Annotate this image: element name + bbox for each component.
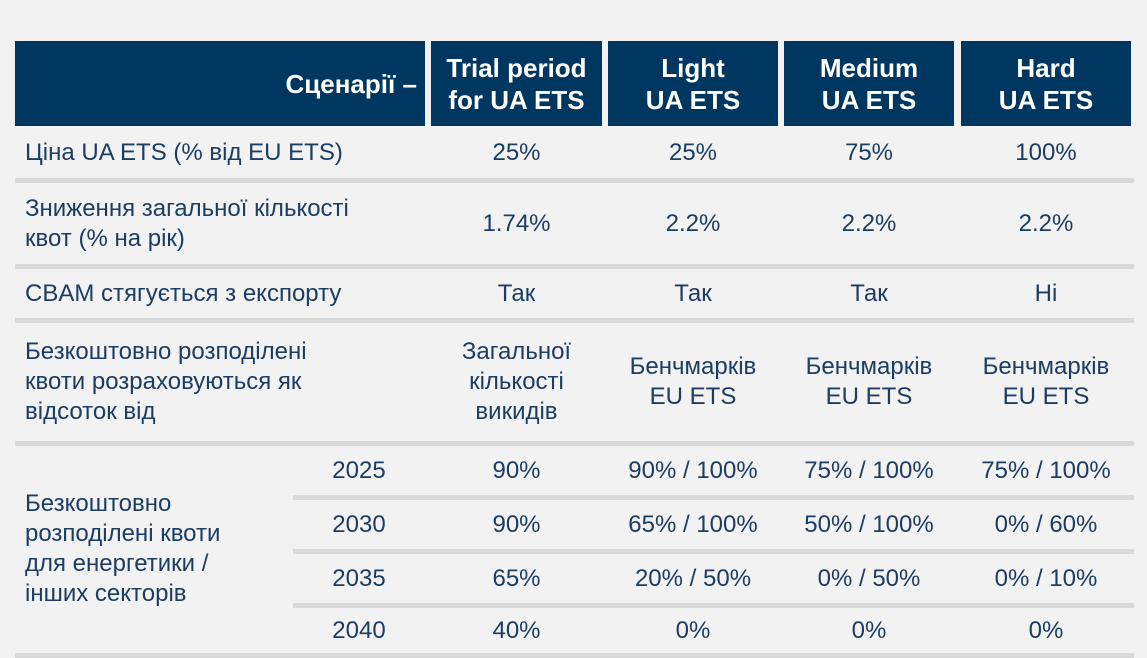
year-label: 2035 — [332, 564, 386, 592]
year-value: 0% — [1028, 616, 1064, 644]
row-label-price: Ціна UA ETS (% від EU ETS) — [25, 138, 343, 166]
row-value: 25% — [668, 138, 718, 166]
year-value: 0% / 60% — [994, 510, 1098, 538]
row-label-cbam: CBAM стягується з експорту — [25, 279, 342, 307]
free-allocation-label: Безкоштовно розподілені квоти для енерге… — [25, 490, 221, 607]
year-label: 2040 — [332, 616, 386, 644]
row-separator — [15, 318, 1134, 323]
row-value: Ні — [1034, 279, 1058, 307]
row-value: 75% — [844, 138, 894, 166]
row-label-allocation-basis: Безкоштовно розподілені квоти розраховую… — [25, 338, 307, 425]
year-separator — [293, 549, 1134, 554]
row-value: Так — [850, 279, 888, 307]
row-value: Так — [674, 279, 712, 307]
year-value: 0% — [851, 616, 887, 644]
header-light: Light UA ETS — [608, 41, 778, 126]
table-bottom-separator — [15, 653, 1134, 658]
year-value: 75% / 100% — [804, 456, 934, 484]
row-value: Бенчмарків EU ETS — [982, 353, 1110, 410]
row-separator — [15, 264, 1134, 269]
year-separator — [293, 603, 1134, 608]
scenarios-label: Сценарії – — [285, 68, 418, 99]
year-value: 40% — [492, 616, 541, 644]
year-value: 65% — [492, 564, 541, 592]
year-label: 2025 — [332, 456, 386, 484]
year-separator — [293, 495, 1134, 500]
year-value: 90% — [492, 510, 541, 538]
year-label: 2030 — [332, 510, 386, 538]
year-value: 20% / 50% — [634, 564, 752, 592]
year-value: 0% / 10% — [994, 564, 1098, 592]
scenarios-header-label: Сценарії – — [15, 41, 425, 126]
row-value: 2.2% — [665, 209, 721, 237]
row-value: 100% — [1015, 138, 1077, 166]
year-value: 0% — [675, 616, 711, 644]
row-value: Так — [497, 279, 536, 307]
row-value: Бенчмарків EU ETS — [805, 353, 933, 410]
row-separator — [15, 178, 1134, 183]
row-value: Бенчмарків EU ETS — [629, 353, 757, 410]
row-value: 25% — [492, 138, 541, 166]
year-value: 90% — [492, 456, 541, 484]
row-value: 1.74% — [482, 209, 551, 237]
header-medium: Medium UA ETS — [784, 41, 954, 126]
row-value: 2.2% — [841, 209, 897, 237]
year-value: 90% / 100% — [628, 456, 758, 484]
row-separator — [15, 441, 1134, 446]
year-value: 0% / 50% — [817, 564, 921, 592]
year-value: 50% / 100% — [804, 510, 934, 538]
row-value: 2.2% — [1018, 209, 1074, 237]
row-value: Загальної кількості викидів — [461, 338, 572, 425]
header-hard: Hard UA ETS — [961, 41, 1131, 126]
header-trial-period: Trial period for UA ETS — [431, 41, 602, 126]
row-label-cap-reduction: Зниження загальної кількості квот (% на … — [25, 194, 349, 252]
year-value: 75% / 100% — [981, 456, 1111, 484]
year-value: 65% / 100% — [628, 510, 758, 538]
